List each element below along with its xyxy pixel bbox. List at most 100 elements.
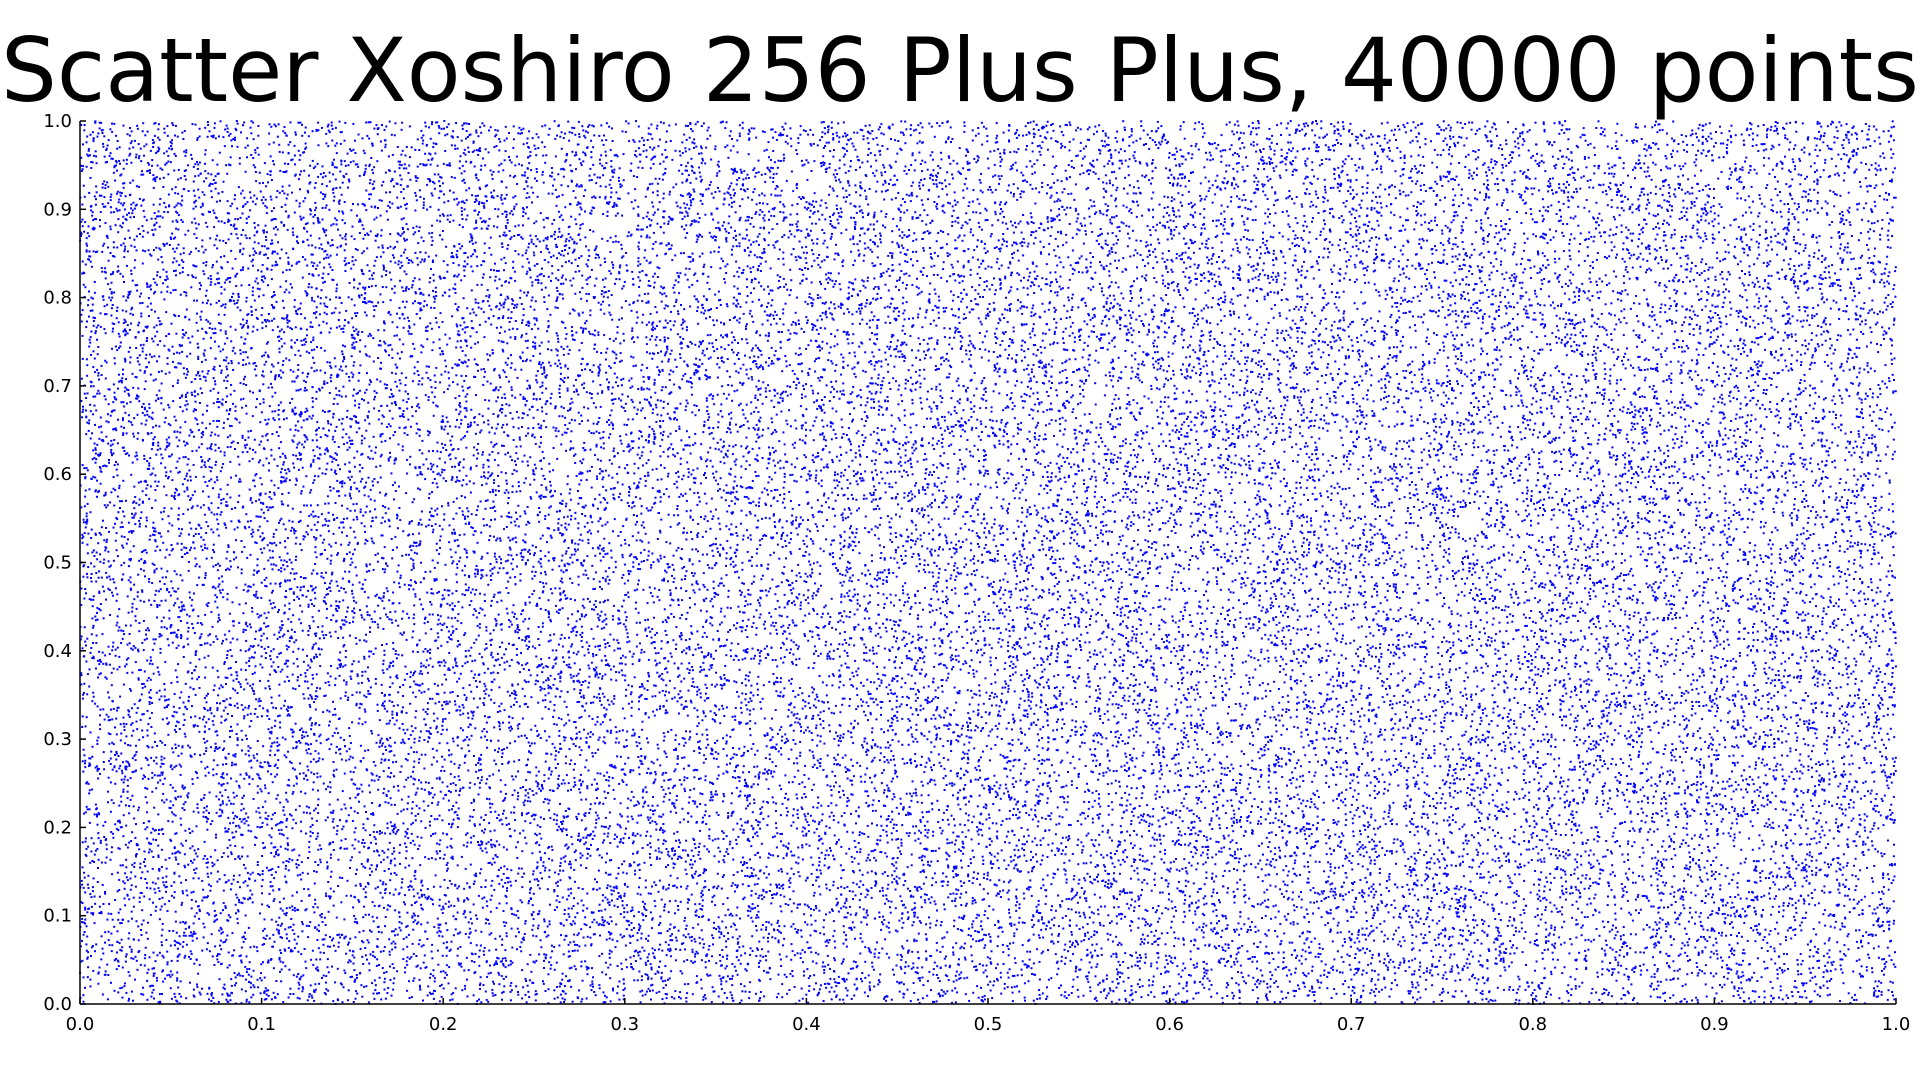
scatter-point xyxy=(1309,707,1311,709)
scatter-point xyxy=(803,971,805,973)
scatter-point xyxy=(1345,813,1347,815)
scatter-point xyxy=(257,785,259,787)
scatter-point xyxy=(764,150,766,152)
scatter-point xyxy=(266,458,268,460)
scatter-point xyxy=(525,920,527,922)
scatter-point xyxy=(821,136,823,138)
scatter-point xyxy=(514,521,516,523)
scatter-point xyxy=(161,897,163,899)
scatter-point xyxy=(1472,919,1474,921)
scatter-point xyxy=(1440,890,1442,892)
scatter-point xyxy=(1288,752,1290,754)
scatter-point xyxy=(1508,713,1510,715)
scatter-point xyxy=(1060,842,1062,844)
scatter-point xyxy=(336,746,338,748)
scatter-point xyxy=(895,656,897,658)
scatter-point xyxy=(613,666,615,668)
scatter-point xyxy=(648,627,650,629)
scatter-point xyxy=(887,364,889,366)
scatter-point xyxy=(432,666,434,668)
scatter-point xyxy=(233,224,235,226)
scatter-point xyxy=(511,491,513,493)
scatter-point xyxy=(1655,921,1657,923)
scatter-point xyxy=(628,505,630,507)
scatter-point xyxy=(151,746,153,748)
scatter-point xyxy=(908,500,910,502)
scatter-point xyxy=(716,887,718,889)
scatter-point xyxy=(1807,613,1809,615)
scatter-point xyxy=(790,532,792,534)
scatter-point xyxy=(421,524,423,526)
scatter-point xyxy=(1656,674,1658,676)
scatter-point xyxy=(1474,311,1476,313)
scatter-point xyxy=(857,705,859,707)
scatter-point xyxy=(1133,330,1135,332)
scatter-point xyxy=(1741,416,1743,418)
scatter-point xyxy=(513,806,515,808)
scatter-point xyxy=(391,995,393,997)
scatter-point xyxy=(129,329,131,331)
scatter-point xyxy=(1628,229,1630,231)
scatter-point xyxy=(943,307,945,309)
scatter-point xyxy=(1475,736,1477,738)
scatter-point xyxy=(1843,139,1845,141)
scatter-point xyxy=(941,832,943,834)
scatter-point xyxy=(828,272,830,274)
scatter-point xyxy=(533,590,535,592)
scatter-point xyxy=(1018,839,1020,841)
scatter-point xyxy=(1288,334,1290,336)
scatter-point xyxy=(1388,666,1390,668)
scatter-point xyxy=(304,792,306,794)
scatter-point xyxy=(928,298,930,300)
scatter-point xyxy=(1684,215,1686,217)
scatter-point xyxy=(1158,771,1160,773)
scatter-point xyxy=(220,451,222,453)
scatter-point xyxy=(165,335,167,337)
scatter-point xyxy=(1683,472,1685,474)
scatter-point xyxy=(1640,415,1642,417)
scatter-point xyxy=(220,293,222,295)
scatter-point xyxy=(1012,714,1014,716)
scatter-point xyxy=(613,340,615,342)
scatter-point xyxy=(448,749,450,751)
scatter-point xyxy=(151,992,153,994)
scatter-point xyxy=(657,276,659,278)
scatter-point xyxy=(1728,544,1730,546)
scatter-point xyxy=(839,999,841,1001)
scatter-point xyxy=(1467,925,1469,927)
scatter-point xyxy=(1517,329,1519,331)
scatter-point xyxy=(915,693,917,695)
scatter-point xyxy=(654,587,656,589)
scatter-point xyxy=(85,645,87,647)
scatter-point xyxy=(245,990,247,992)
scatter-point xyxy=(728,394,730,396)
scatter-point xyxy=(259,826,261,828)
scatter-point xyxy=(656,128,658,130)
scatter-point xyxy=(1104,394,1106,396)
scatter-point xyxy=(1386,542,1388,544)
scatter-point xyxy=(969,219,971,221)
scatter-point xyxy=(1439,867,1441,869)
scatter-point xyxy=(1658,531,1660,533)
scatter-point xyxy=(745,177,747,179)
scatter-point xyxy=(1362,474,1364,476)
scatter-point xyxy=(753,287,755,289)
scatter-point xyxy=(777,855,779,857)
scatter-point xyxy=(422,1000,424,1002)
scatter-point xyxy=(1564,120,1566,122)
scatter-point xyxy=(1359,854,1361,856)
scatter-point xyxy=(787,395,789,397)
scatter-point xyxy=(711,901,713,903)
scatter-point xyxy=(105,527,107,529)
scatter-point xyxy=(1365,549,1367,551)
scatter-point xyxy=(575,816,577,818)
scatter-point xyxy=(494,749,496,751)
scatter-point xyxy=(1782,398,1784,400)
scatter-point xyxy=(558,717,560,719)
scatter-point xyxy=(1139,954,1141,956)
scatter-point xyxy=(1828,148,1830,150)
scatter-point xyxy=(1417,910,1419,912)
scatter-point xyxy=(368,680,370,682)
scatter-point xyxy=(1250,430,1252,432)
scatter-point xyxy=(1297,269,1299,271)
